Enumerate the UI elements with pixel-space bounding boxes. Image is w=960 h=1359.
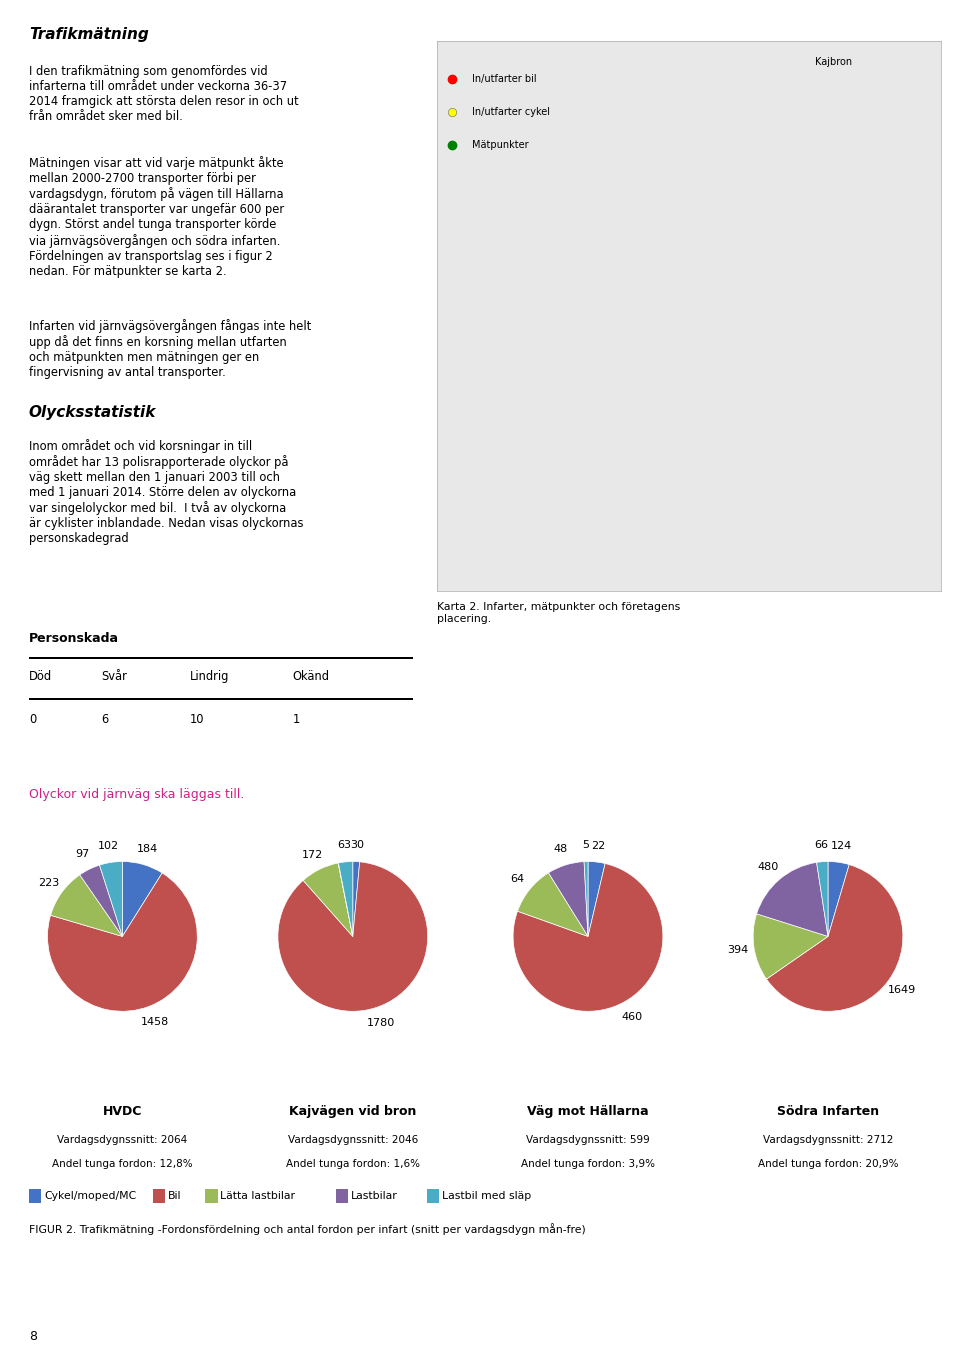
Text: 184: 184: [137, 844, 158, 853]
Wedge shape: [514, 863, 662, 1011]
Wedge shape: [338, 863, 353, 936]
Text: Kajvägen vid bron: Kajvägen vid bron: [289, 1105, 417, 1118]
Text: Andel tunga fordon: 3,9%: Andel tunga fordon: 3,9%: [521, 1159, 655, 1169]
Text: 1: 1: [293, 713, 300, 727]
Text: 48: 48: [554, 844, 567, 855]
Text: Lastbil med släp: Lastbil med släp: [443, 1190, 532, 1201]
Text: Trafikmätning: Trafikmätning: [29, 27, 149, 42]
Wedge shape: [278, 862, 427, 1011]
Text: FIGUR 2. Trafikmätning -Fordonsfördelning och antal fordon per infart (snitt per: FIGUR 2. Trafikmätning -Fordonsfördelnin…: [29, 1223, 586, 1235]
Text: 172: 172: [301, 849, 323, 860]
Text: In/utfarter cykel: In/utfarter cykel: [472, 107, 550, 117]
Text: Svår: Svår: [101, 670, 127, 684]
Text: Lastbilar: Lastbilar: [351, 1190, 397, 1201]
Wedge shape: [548, 862, 588, 936]
Text: Död: Död: [29, 670, 52, 684]
Text: Södra Infarten: Södra Infarten: [777, 1105, 879, 1118]
Text: Andel tunga fordon: 1,6%: Andel tunga fordon: 1,6%: [286, 1159, 420, 1169]
Wedge shape: [588, 862, 605, 936]
Text: Karta 2. Infarter, mätpunkter och företagens
placering.: Karta 2. Infarter, mätpunkter och företa…: [437, 602, 680, 624]
Text: Vardagsdygnssnitt: 2064: Vardagsdygnssnitt: 2064: [58, 1135, 187, 1144]
Text: 22: 22: [591, 841, 606, 851]
Text: 1458: 1458: [141, 1017, 169, 1027]
Text: 66: 66: [814, 840, 828, 851]
Text: 1649: 1649: [888, 985, 916, 995]
Wedge shape: [100, 862, 123, 936]
Text: 30: 30: [350, 840, 364, 851]
Wedge shape: [754, 913, 828, 978]
Text: Inom området och vid korsningar in till
området har 13 polisrapporterade olyckor: Inom området och vid korsningar in till …: [29, 439, 303, 545]
Wedge shape: [817, 862, 828, 936]
Wedge shape: [51, 875, 123, 936]
Text: Lindrig: Lindrig: [190, 670, 229, 684]
Text: 480: 480: [757, 862, 780, 872]
Text: 124: 124: [830, 841, 852, 851]
Wedge shape: [756, 863, 828, 936]
Text: HVDC: HVDC: [103, 1105, 142, 1118]
Text: Okänd: Okänd: [293, 670, 330, 684]
Wedge shape: [303, 863, 353, 936]
Text: 64: 64: [510, 874, 524, 883]
Wedge shape: [828, 862, 850, 936]
Wedge shape: [48, 872, 197, 1011]
Text: Mätpunkter: Mätpunkter: [472, 140, 529, 151]
Wedge shape: [339, 862, 353, 936]
Text: Personskada: Personskada: [29, 632, 119, 646]
Text: 102: 102: [98, 841, 119, 851]
Wedge shape: [584, 862, 588, 936]
Text: 460: 460: [621, 1011, 642, 1022]
Text: 223: 223: [37, 878, 59, 887]
Wedge shape: [517, 872, 588, 936]
Text: Olycksstatistik: Olycksstatistik: [29, 405, 156, 420]
Text: 8: 8: [29, 1329, 36, 1343]
Text: 6: 6: [101, 713, 108, 727]
Text: I den trafikmätning som genomfördes vid
infarterna till området under veckorna 3: I den trafikmätning som genomfördes vid …: [29, 65, 299, 124]
Text: Infarten vid järnvägsövergången fångas inte helt
upp då det finns en korsning me: Infarten vid järnvägsövergången fångas i…: [29, 319, 311, 379]
Text: 394: 394: [727, 945, 748, 955]
Text: Andel tunga fordon: 20,9%: Andel tunga fordon: 20,9%: [757, 1159, 899, 1169]
Text: Kajbron: Kajbron: [815, 57, 852, 68]
Text: 97: 97: [75, 849, 89, 859]
Text: Olyckor vid järnväg ska läggas till.: Olyckor vid järnväg ska läggas till.: [29, 788, 244, 802]
Text: 10: 10: [190, 713, 204, 727]
Text: Vardagsdygnssnitt: 599: Vardagsdygnssnitt: 599: [526, 1135, 650, 1144]
Text: 0: 0: [29, 713, 36, 727]
Text: In/utfarter bil: In/utfarter bil: [472, 75, 537, 84]
Text: 1780: 1780: [367, 1018, 396, 1029]
Wedge shape: [766, 864, 902, 1011]
Text: Bil: Bil: [168, 1190, 181, 1201]
Text: Lätta lastbilar: Lätta lastbilar: [221, 1190, 296, 1201]
Text: Andel tunga fordon: 12,8%: Andel tunga fordon: 12,8%: [52, 1159, 193, 1169]
Wedge shape: [80, 866, 123, 936]
Text: Cykel/moped/MC: Cykel/moped/MC: [44, 1190, 136, 1201]
Text: Vardagsdygnssnitt: 2046: Vardagsdygnssnitt: 2046: [288, 1135, 418, 1144]
Text: Mätningen visar att vid varje mätpunkt åkte
mellan 2000-2700 transporter förbi p: Mätningen visar att vid varje mätpunkt å…: [29, 156, 284, 277]
Text: Vardagsdygnssnitt: 2712: Vardagsdygnssnitt: 2712: [763, 1135, 893, 1144]
Text: 5: 5: [582, 840, 589, 851]
Wedge shape: [352, 862, 360, 936]
Text: 63: 63: [337, 840, 351, 851]
Text: Väg mot Hällarna: Väg mot Hällarna: [527, 1105, 649, 1118]
Wedge shape: [122, 862, 162, 936]
